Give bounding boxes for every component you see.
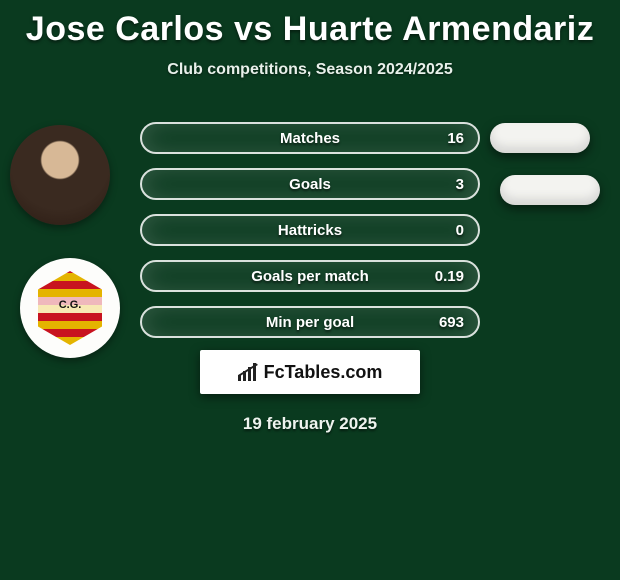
stat-row-hattricks: Hattricks 0 bbox=[140, 214, 480, 246]
compare-pill-2 bbox=[500, 175, 600, 205]
brand-chart-icon bbox=[238, 363, 258, 381]
stat-value: 693 bbox=[424, 314, 464, 331]
stat-value: 16 bbox=[424, 130, 464, 147]
page-title: Jose Carlos vs Huarte Armendariz bbox=[0, 0, 620, 49]
stat-label: Min per goal bbox=[196, 314, 424, 331]
stat-value: 0.19 bbox=[424, 268, 464, 285]
generated-date: 19 february 2025 bbox=[0, 414, 620, 434]
compare-pill-1 bbox=[490, 123, 590, 153]
page-subtitle: Club competitions, Season 2024/2025 bbox=[0, 61, 620, 79]
stat-label: Goals per match bbox=[196, 268, 424, 285]
brand-link[interactable]: FcTables.com bbox=[200, 350, 420, 394]
stat-value: 3 bbox=[424, 176, 464, 193]
club-badge bbox=[20, 258, 120, 358]
stat-row-matches: Matches 16 bbox=[140, 122, 480, 154]
stats-rows: Matches 16 Goals 3 Hattricks 0 Goals per… bbox=[140, 122, 480, 352]
club-badge-shield bbox=[38, 271, 102, 345]
stat-label: Matches bbox=[196, 130, 424, 147]
stat-value: 0 bbox=[424, 222, 464, 239]
stat-row-goals-per-match: Goals per match 0.19 bbox=[140, 260, 480, 292]
stat-label: Hattricks bbox=[196, 222, 424, 239]
stat-row-goals: Goals 3 bbox=[140, 168, 480, 200]
brand-text: FcTables.com bbox=[264, 362, 383, 383]
stat-label: Goals bbox=[196, 176, 424, 193]
player-avatar bbox=[10, 125, 110, 225]
stat-row-min-per-goal: Min per goal 693 bbox=[140, 306, 480, 338]
